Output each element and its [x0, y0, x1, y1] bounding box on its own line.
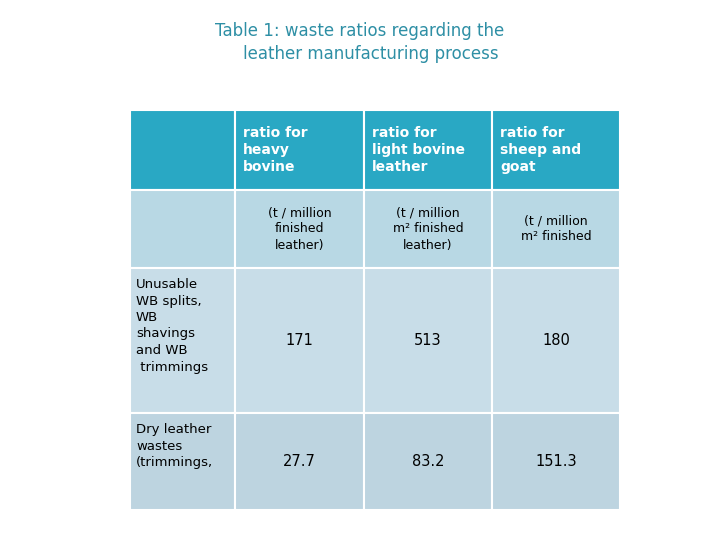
Bar [364, 190, 492, 268]
Text: 180: 180 [542, 333, 570, 348]
Text: 151.3: 151.3 [535, 454, 577, 469]
Bar [364, 413, 492, 510]
Text: ratio for
sheep and
goat: ratio for sheep and goat [500, 126, 581, 174]
Bar [492, 190, 620, 268]
Bar [235, 190, 364, 268]
Bar [130, 110, 235, 190]
Bar [235, 110, 364, 190]
Text: 513: 513 [414, 333, 442, 348]
Bar [492, 413, 620, 510]
Bar [130, 190, 235, 268]
Text: Dry leather
wastes
(trimmings,: Dry leather wastes (trimmings, [136, 423, 213, 469]
Bar [492, 110, 620, 190]
Text: (t / million
m² finished
leather): (t / million m² finished leather) [392, 206, 463, 252]
Text: (t / million
finished
leather): (t / million finished leather) [268, 206, 331, 252]
Text: Table 1: waste ratios regarding the: Table 1: waste ratios regarding the [215, 22, 505, 40]
Text: 27.7: 27.7 [283, 454, 316, 469]
Text: 83.2: 83.2 [412, 454, 444, 469]
Bar [492, 268, 620, 413]
Text: ratio for
heavy
bovine: ratio for heavy bovine [243, 126, 308, 174]
Bar [130, 268, 235, 413]
Bar [364, 110, 492, 190]
Bar [364, 268, 492, 413]
Text: (t / million
m² finished: (t / million m² finished [521, 214, 591, 244]
Text: 171: 171 [286, 333, 313, 348]
Bar [235, 268, 364, 413]
Bar [235, 413, 364, 510]
Text: Unusable
WB splits,
WB
shavings
and WB
 trimmings: Unusable WB splits, WB shavings and WB t… [136, 278, 208, 374]
Bar [130, 413, 235, 510]
Text: leather manufacturing process: leather manufacturing process [222, 45, 498, 63]
Text: ratio for
light bovine
leather: ratio for light bovine leather [372, 126, 464, 174]
